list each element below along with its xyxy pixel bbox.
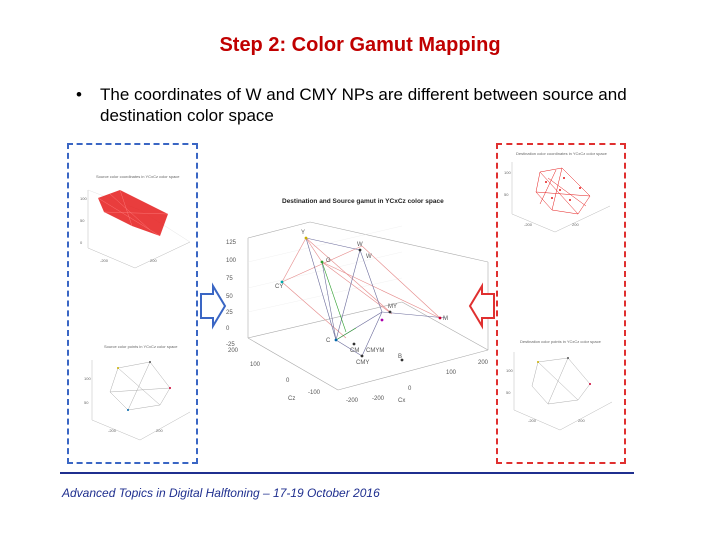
svg-text:0: 0	[408, 386, 412, 392]
svg-text:25: 25	[226, 310, 233, 316]
center-gamut-plot: Destination and Source gamut in YCxCz co…	[226, 198, 489, 404]
left-bottom-title: Source color points in YCxCz color space	[104, 344, 178, 349]
svg-text:-200: -200	[100, 258, 109, 263]
svg-text:200: 200	[572, 222, 579, 227]
svg-text:100: 100	[226, 258, 237, 264]
svg-text:G: G	[326, 258, 331, 264]
svg-text:200: 200	[478, 360, 489, 366]
svg-text:50: 50	[506, 390, 511, 395]
svg-text:-200: -200	[528, 418, 537, 423]
left-top-title: Source color coordinates in YCxCz color …	[96, 174, 180, 179]
center-title: Destination and Source gamut in YCxCz co…	[282, 198, 444, 205]
source-figures-frame	[67, 143, 198, 464]
svg-text:200: 200	[228, 348, 239, 354]
right-bottom-title: Destination color points in YCxCz color …	[520, 339, 602, 344]
svg-text:-200: -200	[346, 398, 359, 404]
svg-text:50: 50	[84, 400, 89, 405]
svg-text:100: 100	[446, 370, 457, 376]
slide-title: Step 2: Color Gamut Mapping	[219, 34, 501, 56]
svg-text:CMY: CMY	[356, 360, 369, 366]
svg-text:100: 100	[504, 170, 511, 175]
svg-text:0: 0	[226, 326, 230, 332]
svg-text:100: 100	[250, 362, 261, 368]
source-coordinates-plot: Source color coordinates in YCxCz color …	[80, 174, 191, 269]
svg-text:50: 50	[80, 218, 85, 223]
bullet-text: The coordinates of W and CMY NPs are dif…	[100, 85, 627, 125]
svg-text:-100: -100	[308, 390, 321, 396]
svg-text:125: 125	[226, 240, 237, 246]
svg-text:CY: CY	[275, 284, 283, 290]
svg-text:C: C	[326, 338, 331, 344]
svg-text:M: M	[443, 316, 448, 322]
left-arrow-icon	[468, 282, 495, 330]
destination-figures-frame	[496, 143, 626, 464]
svg-text:200: 200	[156, 428, 163, 433]
svg-text:Cx: Cx	[398, 398, 405, 404]
svg-text:75: 75	[226, 276, 233, 282]
svg-text:100: 100	[84, 376, 91, 381]
svg-text:0: 0	[80, 240, 83, 245]
svg-text:W: W	[366, 254, 372, 260]
svg-text:200: 200	[150, 258, 157, 263]
svg-text:50: 50	[504, 192, 509, 197]
svg-text:200: 200	[578, 418, 585, 423]
svg-text:-25: -25	[226, 342, 235, 348]
svg-text:0: 0	[286, 378, 290, 384]
svg-text:-200: -200	[108, 428, 117, 433]
footer-text: Advanced Topics in Digital Halftoning – …	[62, 486, 380, 500]
bullet-marker: •	[76, 85, 82, 104]
svg-text:100: 100	[506, 368, 513, 373]
svg-text:-200: -200	[372, 396, 385, 402]
source-points-plot: Source color points in YCxCz color space…	[84, 344, 191, 441]
destination-points-plot: Destination color points in YCxCz color …	[506, 339, 613, 431]
svg-text:-200: -200	[524, 222, 533, 227]
svg-text:W: W	[357, 242, 363, 248]
svg-text:MY: MY	[388, 304, 397, 310]
svg-text:B: B	[398, 354, 402, 360]
right-top-title: Destination color coordinates in YCxCz c…	[516, 151, 608, 156]
footer-divider	[60, 472, 634, 474]
right-arrow-icon	[200, 282, 227, 330]
svg-text:Y: Y	[301, 230, 305, 236]
destination-coordinates-plot: Destination color coordinates in YCxCz c…	[504, 151, 611, 233]
svg-text:CM: CM	[350, 348, 359, 354]
svg-text:50: 50	[226, 294, 233, 300]
svg-text:100: 100	[80, 196, 87, 201]
svg-text:Cz: Cz	[288, 396, 295, 402]
svg-text:CMYM: CMYM	[366, 348, 384, 354]
